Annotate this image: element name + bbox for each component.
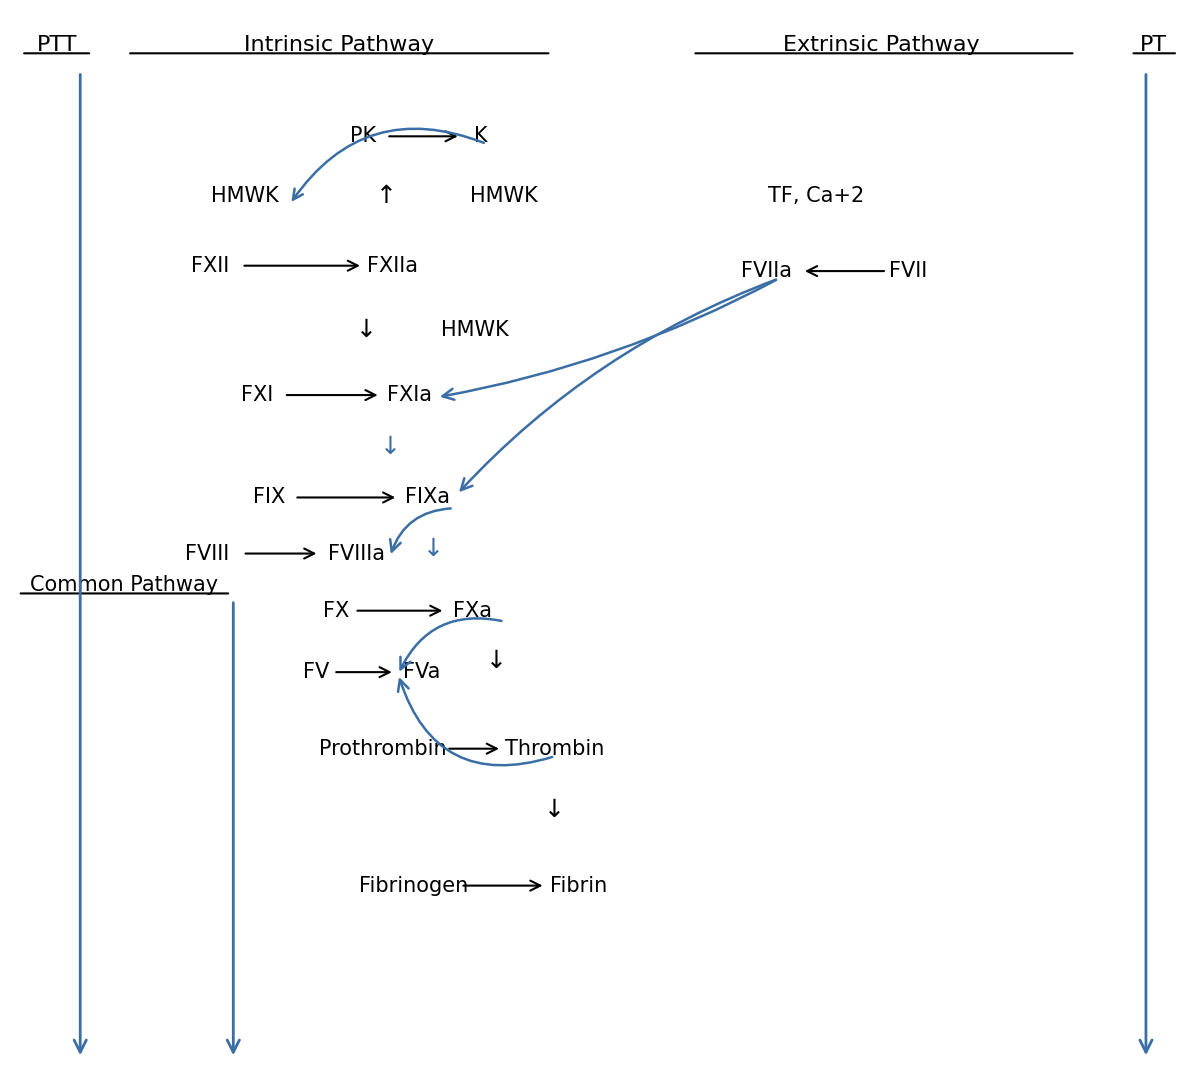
Text: FVa: FVa [403, 662, 440, 682]
Text: Fibrinogen: Fibrinogen [359, 876, 468, 895]
Text: FVII: FVII [889, 261, 928, 281]
Text: HMWK: HMWK [440, 320, 509, 341]
Text: FXa: FXa [452, 601, 492, 620]
Text: Common Pathway: Common Pathway [30, 574, 218, 595]
Text: ↓: ↓ [422, 537, 444, 561]
Text: ↓: ↓ [356, 319, 377, 343]
Text: ↓: ↓ [379, 435, 401, 459]
Text: PK: PK [349, 127, 376, 146]
Text: Extrinsic Pathway: Extrinsic Pathway [782, 35, 979, 55]
Text: PT: PT [1140, 35, 1166, 55]
Text: HMWK: HMWK [211, 186, 278, 205]
Text: ↓: ↓ [486, 650, 506, 674]
Text: FIX: FIX [252, 487, 284, 508]
Text: PTT: PTT [36, 35, 77, 55]
Text: FVIIIa: FVIIIa [329, 544, 385, 563]
Text: K: K [474, 127, 487, 146]
Text: HMWK: HMWK [470, 186, 538, 205]
Text: TF, Ca+2: TF, Ca+2 [768, 186, 864, 205]
Text: FX: FX [323, 601, 349, 620]
Text: FXI: FXI [241, 385, 272, 405]
Text: FIXa: FIXa [406, 487, 450, 508]
Text: FXIIa: FXIIa [367, 256, 418, 275]
Text: ↓: ↓ [545, 798, 565, 822]
Text: FV: FV [302, 662, 329, 682]
Text: FVIIa: FVIIa [742, 261, 792, 281]
Text: Fibrin: Fibrin [550, 876, 607, 895]
Text: FVIII: FVIII [185, 544, 229, 563]
Text: FXII: FXII [191, 256, 229, 275]
Text: ↑: ↑ [376, 183, 397, 207]
Text: FXIa: FXIa [388, 385, 432, 405]
Text: Prothrombin: Prothrombin [319, 738, 446, 759]
Text: Intrinsic Pathway: Intrinsic Pathway [245, 35, 434, 55]
Text: Thrombin: Thrombin [505, 738, 605, 759]
